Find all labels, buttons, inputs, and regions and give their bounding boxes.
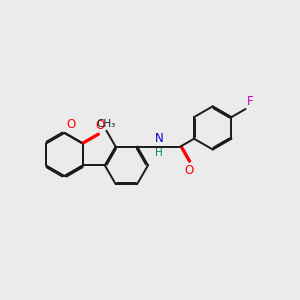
- Text: CH₃: CH₃: [96, 119, 116, 129]
- Text: O: O: [184, 164, 194, 177]
- Text: H: H: [155, 148, 163, 158]
- Text: O: O: [95, 119, 104, 132]
- Text: N: N: [154, 132, 163, 145]
- Text: O: O: [66, 118, 75, 131]
- Text: F: F: [247, 94, 253, 107]
